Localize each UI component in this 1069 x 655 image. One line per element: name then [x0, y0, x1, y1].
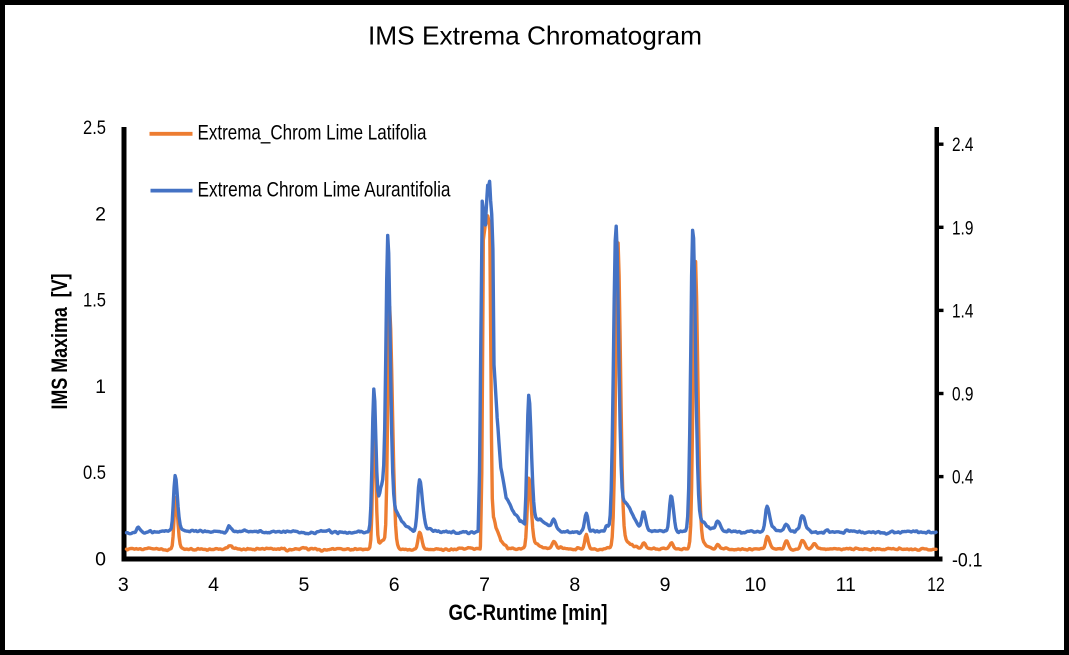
- svg-text:9: 9: [660, 574, 671, 596]
- svg-text:IMS Maxima [V]: IMS Maxima [V]: [47, 274, 72, 410]
- svg-text:0: 0: [95, 549, 106, 571]
- svg-text:IMS Extrema Chromatogram: IMS Extrema Chromatogram: [368, 21, 702, 51]
- svg-text:1.4: 1.4: [952, 300, 974, 322]
- svg-text:Extrema_Chrom Lime Latifolia: Extrema_Chrom Lime Latifolia: [198, 121, 427, 145]
- svg-text:5: 5: [298, 574, 309, 596]
- svg-text:6: 6: [389, 574, 400, 596]
- svg-text:GC-Runtime [min]: GC-Runtime [min]: [449, 600, 608, 625]
- svg-text:12: 12: [927, 574, 945, 596]
- svg-text:-0.1: -0.1: [952, 550, 983, 572]
- svg-text:10: 10: [745, 574, 767, 596]
- svg-text:Extrema Chrom Lime Aurantifoli: Extrema Chrom Lime Aurantifolia: [198, 177, 451, 201]
- svg-text:0.4: 0.4: [952, 467, 974, 489]
- svg-text:1.9: 1.9: [952, 217, 973, 239]
- svg-text:1.5: 1.5: [83, 290, 106, 312]
- svg-text:1: 1: [95, 376, 106, 398]
- svg-text:7: 7: [479, 574, 490, 596]
- svg-text:2.4: 2.4: [952, 134, 974, 156]
- svg-text:2.5: 2.5: [83, 117, 106, 139]
- svg-text:4: 4: [208, 574, 219, 596]
- svg-text:11: 11: [836, 574, 856, 596]
- svg-text:2: 2: [95, 203, 106, 225]
- svg-text:3: 3: [118, 574, 129, 596]
- svg-text:8: 8: [569, 574, 580, 596]
- svg-text:0.5: 0.5: [83, 462, 106, 484]
- svg-text:0.9: 0.9: [952, 384, 973, 406]
